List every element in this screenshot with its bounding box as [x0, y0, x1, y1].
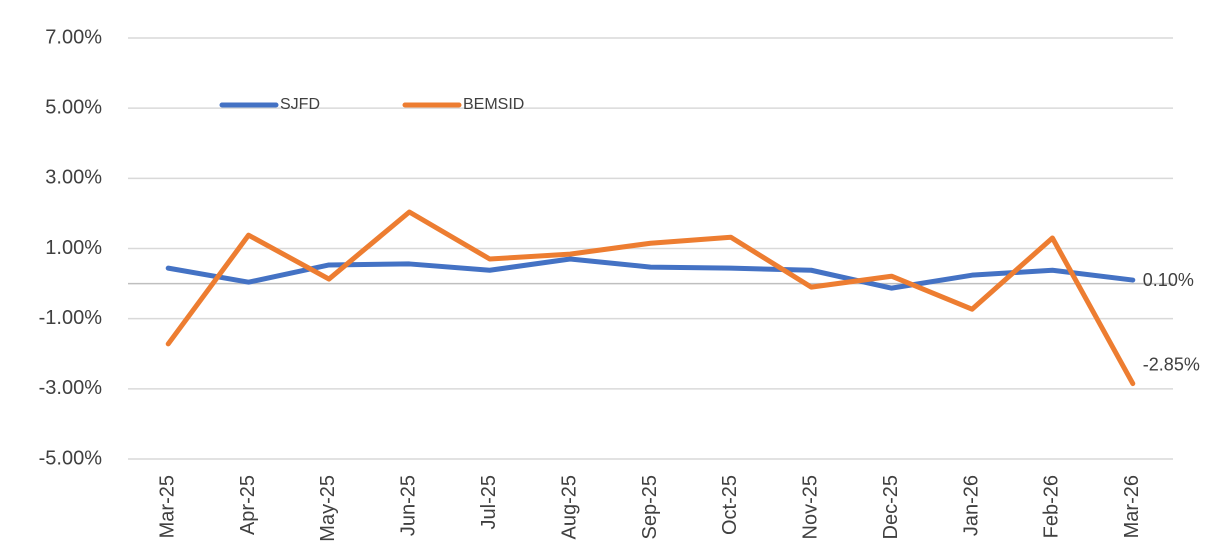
- y-tick-label: -5.00%: [39, 447, 103, 469]
- y-tick-label: 1.00%: [45, 237, 102, 259]
- series-line: [165, 256, 1136, 291]
- data-label: -2.85%: [1143, 354, 1200, 374]
- x-tick-label: Aug-25: [558, 475, 580, 540]
- data-label: 0.10%: [1143, 270, 1194, 290]
- x-tick-label: Jan-26: [960, 475, 982, 536]
- x-tick-label: Jul-25: [478, 475, 500, 529]
- x-tick-label: Dec-25: [880, 475, 902, 539]
- x-tick-label: Apr-25: [237, 475, 259, 535]
- x-tick-label: May-25: [317, 475, 339, 542]
- x-tick-label: Mar-26: [1121, 475, 1143, 538]
- x-tick-label: Nov-25: [800, 475, 822, 539]
- y-tick-label: 7.00%: [45, 26, 102, 48]
- y-tick-label: -1.00%: [39, 307, 103, 329]
- x-tick-label: Sep-25: [639, 475, 661, 540]
- y-tick-label: -3.00%: [39, 377, 103, 399]
- x-tick-label: Mar-25: [156, 475, 178, 538]
- x-tick-label: Feb-26: [1041, 475, 1063, 538]
- y-tick-label: 3.00%: [45, 167, 102, 189]
- legend-label: BEMSID: [463, 96, 524, 113]
- series-line: [165, 209, 1136, 387]
- legend-label: SJFD: [280, 96, 320, 113]
- x-tick-label: Oct-25: [719, 475, 741, 535]
- y-tick-label: 5.00%: [45, 96, 102, 118]
- x-tick-label: Jun-25: [398, 475, 420, 536]
